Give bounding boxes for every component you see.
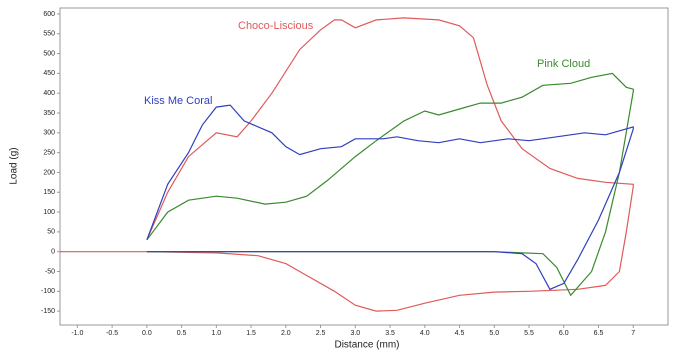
y-tick-label: 550 bbox=[43, 31, 55, 38]
x-tick-label: 3.0 bbox=[350, 330, 360, 337]
x-tick-label: 6.5 bbox=[594, 330, 604, 337]
x-tick-label: 7 bbox=[631, 330, 635, 337]
x-tick-label: 6.0 bbox=[559, 330, 569, 337]
x-tick-label: 4.5 bbox=[455, 330, 465, 337]
series-label: Pink Cloud bbox=[537, 58, 590, 70]
y-tick-label: -100 bbox=[41, 288, 55, 295]
x-tick-label: 4.0 bbox=[420, 330, 430, 337]
x-tick-label: 3.5 bbox=[385, 330, 395, 337]
y-tick-label: 300 bbox=[43, 130, 55, 137]
y-tick-label: 0 bbox=[51, 249, 55, 256]
y-tick-label: 400 bbox=[43, 90, 55, 97]
x-tick-label: 1.0 bbox=[211, 330, 221, 337]
x-tick-label: 0.5 bbox=[177, 330, 187, 337]
x-tick-label: 1.5 bbox=[246, 330, 256, 337]
y-tick-label: -50 bbox=[45, 268, 55, 275]
x-tick-label: 2.5 bbox=[316, 330, 326, 337]
y-tick-label: 500 bbox=[43, 50, 55, 57]
y-tick-label: -150 bbox=[41, 308, 55, 315]
y-tick-label: 350 bbox=[43, 110, 55, 117]
y-tick-label: 50 bbox=[47, 229, 55, 236]
series-line bbox=[60, 17, 634, 312]
x-tick-label: -0.5 bbox=[106, 330, 118, 337]
series-line bbox=[146, 72, 634, 297]
series-line bbox=[146, 104, 634, 291]
y-axis-label: Load (g) bbox=[9, 147, 20, 184]
y-tick-label: 100 bbox=[43, 209, 55, 216]
series-label: Choco-Liscious bbox=[238, 20, 314, 32]
x-tick-label: 5.5 bbox=[524, 330, 534, 337]
y-tick-label: 450 bbox=[43, 70, 55, 77]
x-tick-label: 2.0 bbox=[281, 330, 291, 337]
x-tick-label: -1.0 bbox=[71, 330, 83, 337]
y-tick-label: 600 bbox=[43, 11, 55, 18]
y-tick-label: 150 bbox=[43, 189, 55, 196]
x-tick-label: 5.0 bbox=[489, 330, 499, 337]
y-tick-label: 250 bbox=[43, 149, 55, 156]
plot-frame bbox=[59, 7, 669, 326]
x-tick-label: 0.0 bbox=[142, 330, 152, 337]
series-label: Kiss Me Coral bbox=[144, 95, 212, 107]
y-tick-label: 200 bbox=[43, 169, 55, 176]
x-axis-label: Distance (mm) bbox=[334, 340, 399, 351]
